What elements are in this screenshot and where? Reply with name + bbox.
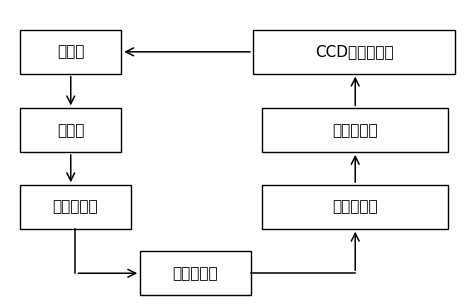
Bar bbox=[263, 185, 448, 229]
Text: 光开关阵列: 光开关阵列 bbox=[333, 199, 378, 215]
Text: 微流控芝片: 微流控芝片 bbox=[333, 123, 378, 138]
Text: CCD高成像系统: CCD高成像系统 bbox=[315, 44, 394, 59]
Text: 激光分束器: 激光分束器 bbox=[173, 266, 218, 281]
Text: 中继器: 中继器 bbox=[57, 123, 85, 138]
Bar bbox=[20, 108, 121, 152]
Text: 激光发生器: 激光发生器 bbox=[53, 199, 98, 215]
Text: 上位机: 上位机 bbox=[57, 44, 85, 59]
Bar bbox=[253, 30, 455, 74]
Bar bbox=[263, 108, 448, 152]
Bar bbox=[20, 185, 131, 229]
Bar bbox=[20, 30, 121, 74]
Bar bbox=[140, 251, 251, 295]
